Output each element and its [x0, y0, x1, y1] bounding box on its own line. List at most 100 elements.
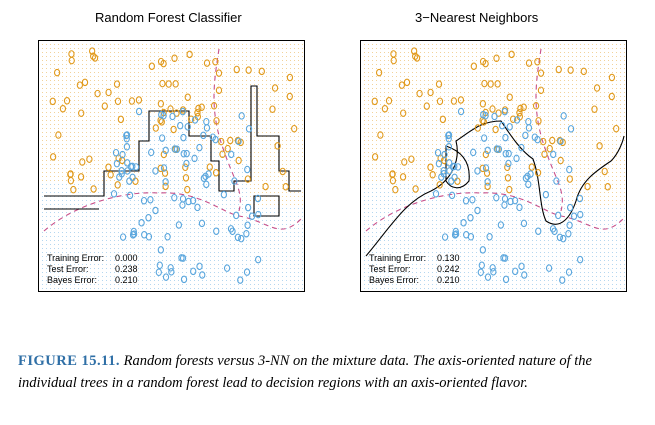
orange-point	[423, 102, 430, 110]
orange-point	[506, 93, 513, 102]
blue-point	[556, 233, 564, 242]
blue-point	[212, 135, 219, 144]
orange-point	[555, 65, 562, 74]
blue-point	[555, 211, 562, 220]
orange-point	[279, 167, 286, 176]
blue-point	[177, 121, 184, 130]
blue-point	[164, 233, 171, 241]
blue-point	[550, 150, 557, 159]
orange-point	[613, 124, 620, 133]
orange-point	[537, 86, 545, 95]
blue-point	[141, 231, 148, 239]
orange-point	[148, 62, 155, 71]
orange-point	[157, 116, 164, 125]
error-value: 0.242	[437, 264, 460, 274]
blue-point	[173, 145, 181, 153]
blue-point	[231, 177, 238, 185]
orange-point	[274, 142, 281, 150]
orange-point	[262, 182, 269, 191]
blue-point	[110, 190, 118, 198]
blue-point	[449, 163, 457, 171]
blue-point	[167, 264, 174, 272]
blue-point	[190, 267, 197, 276]
orange-point	[389, 170, 396, 179]
blue-point	[238, 234, 245, 243]
orange-point	[608, 73, 616, 82]
orange-point	[67, 176, 75, 185]
orange-point	[88, 47, 96, 55]
blue-point	[160, 111, 167, 120]
blue-point	[570, 212, 578, 221]
orange-point	[439, 115, 447, 124]
blue-point	[162, 273, 170, 281]
orange-point	[195, 104, 202, 113]
blue-point	[462, 196, 470, 205]
blue-point	[535, 227, 542, 235]
blue-point	[124, 159, 131, 167]
orange-point	[184, 185, 191, 194]
blue-point	[567, 125, 575, 133]
blue-point	[490, 268, 497, 276]
blue-point	[148, 148, 155, 157]
blue-point	[227, 225, 235, 233]
blue-point	[254, 255, 262, 264]
orange-point	[504, 174, 512, 182]
orange-point	[227, 136, 234, 145]
blue-point	[565, 229, 572, 238]
orange-point	[219, 150, 226, 158]
orange-point	[479, 100, 487, 108]
orange-point	[184, 93, 191, 102]
orange-point	[212, 168, 220, 177]
blue-point	[506, 123, 513, 131]
rf-data-points	[49, 47, 298, 284]
orange-point	[67, 170, 74, 179]
orange-point	[90, 52, 97, 60]
blue-point	[238, 112, 245, 120]
blue-point	[497, 221, 505, 229]
error-value: 0.130	[437, 253, 460, 263]
orange-point	[557, 156, 564, 165]
blue-point	[520, 219, 528, 228]
blue-point	[203, 117, 210, 126]
blue-point	[183, 149, 190, 158]
orange-point	[171, 54, 178, 63]
orange-point	[546, 144, 553, 153]
orange-point	[390, 56, 397, 65]
blue-point	[123, 134, 130, 143]
blue-point	[527, 170, 534, 178]
orange-point	[509, 115, 517, 123]
blue-point	[435, 159, 443, 168]
blue-point	[152, 206, 159, 215]
orange-point	[450, 97, 458, 105]
blue-point	[513, 116, 521, 124]
orange-point	[535, 117, 542, 125]
blue-point	[248, 212, 256, 221]
blue-point	[191, 154, 198, 163]
orange-point	[541, 150, 548, 158]
blue-point	[124, 167, 131, 175]
orange-point	[86, 155, 93, 163]
blue-point	[469, 195, 476, 204]
orange-point	[401, 158, 408, 166]
blue-point	[493, 193, 500, 202]
error-label: Training Error:	[369, 253, 427, 263]
orange-point	[484, 182, 491, 191]
blue-point	[480, 134, 488, 142]
blue-point	[244, 165, 251, 174]
blue-point	[441, 150, 448, 159]
blue-point	[254, 194, 262, 203]
blue-point	[518, 262, 525, 271]
blue-point	[491, 112, 498, 121]
blue-point	[156, 261, 163, 270]
orange-point	[534, 57, 541, 66]
orange-point	[286, 92, 293, 101]
blue-point	[566, 221, 573, 229]
blue-point	[525, 180, 532, 189]
orange-point	[135, 96, 143, 104]
blue-point	[237, 276, 244, 284]
orange-point	[79, 158, 86, 166]
blue-point	[162, 146, 169, 155]
orange-point	[410, 47, 418, 55]
orange-point	[399, 173, 407, 181]
blue-point	[499, 121, 506, 130]
